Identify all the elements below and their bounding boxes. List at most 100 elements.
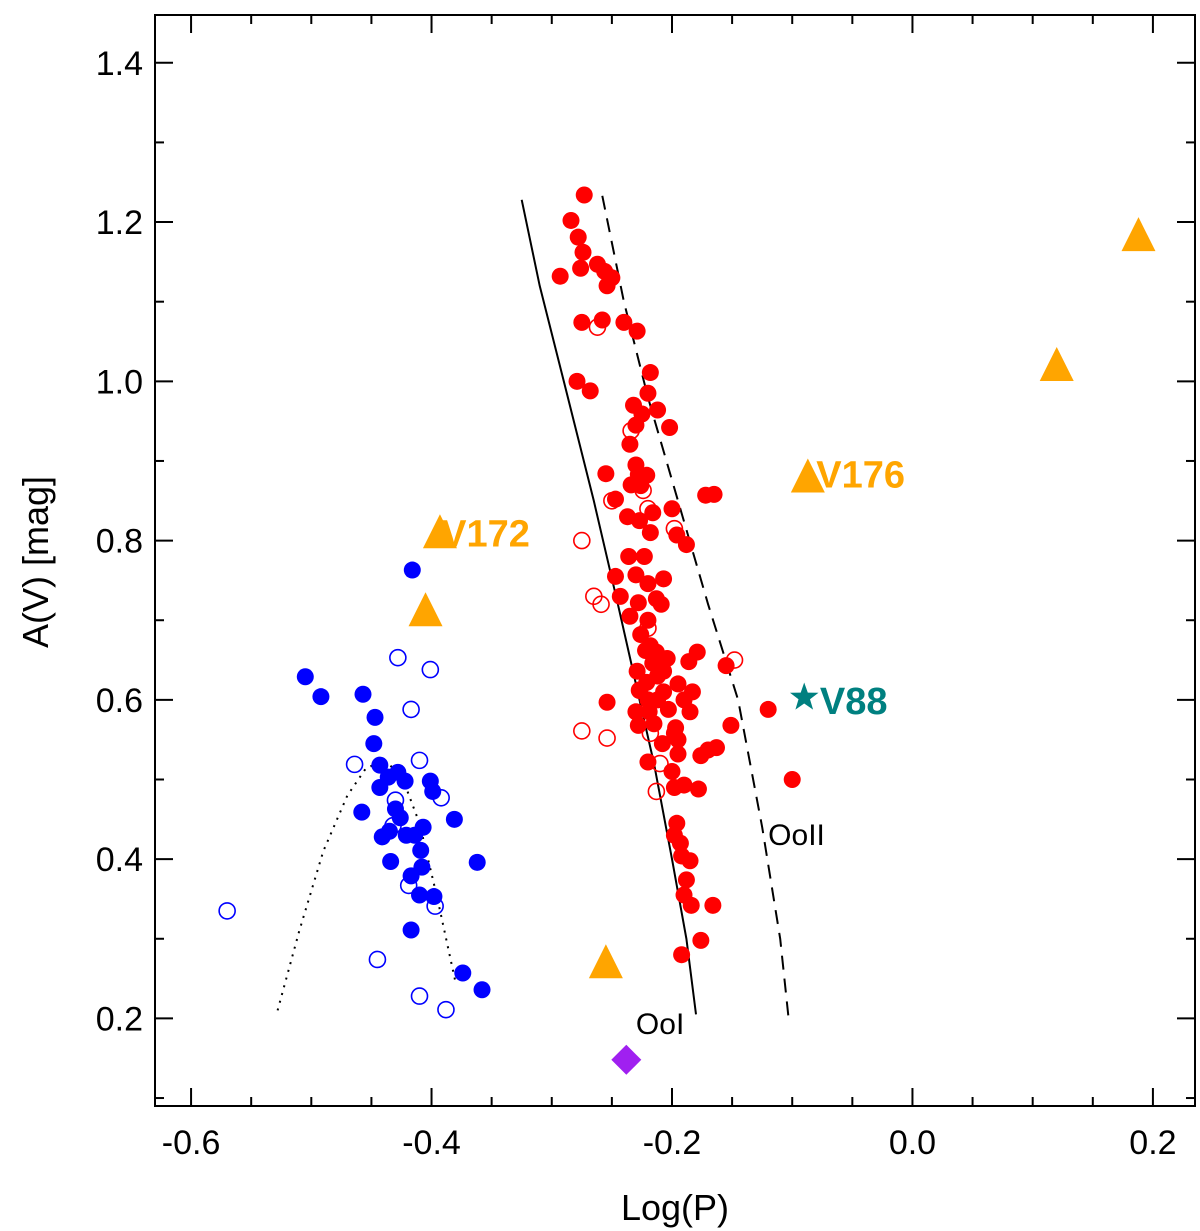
rrab-filled-point (628, 322, 646, 340)
rrab-filled-point (632, 626, 650, 644)
rrab-filled-point (671, 834, 689, 852)
y-tick-label: 1.4 (96, 45, 143, 83)
x-tick-label: 0.2 (1129, 1124, 1176, 1162)
rrab-filled-point (681, 852, 699, 870)
rrab-filled-point (645, 715, 663, 733)
rrab-filled-point (677, 536, 695, 554)
rrc-filled-point (312, 688, 330, 706)
rrab-filled-point (635, 548, 653, 566)
rrc-filled-point (371, 756, 389, 774)
y-tick-label: 0.6 (96, 682, 143, 720)
rrc-filled-point (414, 818, 432, 836)
rrab-filled-point (562, 211, 580, 229)
rrab-filled-point (575, 186, 593, 204)
rrc-filled-point (468, 853, 486, 871)
rrab-filled-point (629, 594, 647, 612)
rrc-open-point (345, 755, 364, 774)
rrab-filled-point (669, 731, 687, 749)
rrab-filled-point (658, 649, 676, 667)
annotation-v176: V176 (816, 455, 905, 497)
rrc-open-point (218, 902, 236, 920)
rrab-filled-point (639, 384, 657, 402)
rrc-open-point (399, 876, 418, 895)
rrab-filled-point (649, 401, 667, 419)
rrab-filled-point (692, 747, 710, 765)
v88-point (790, 682, 819, 710)
rrc-open-point (437, 1000, 455, 1019)
rrab-filled-point (669, 745, 687, 763)
rrab-open-point (665, 519, 684, 538)
rrc-open-point (368, 950, 387, 969)
rrc-open-point (410, 987, 429, 1005)
rrab-filled-point (707, 739, 725, 757)
rrc-filled-point (365, 735, 383, 753)
curve-rrc-locus (276, 758, 457, 1011)
rrab-open-point (592, 595, 610, 614)
rrab-filled-point (573, 313, 591, 331)
other-variables-point (790, 458, 825, 493)
rrab-filled-point (641, 524, 659, 542)
rrc-filled-point (413, 858, 431, 876)
y-tick-label: 1.0 (96, 363, 143, 401)
rrab-filled-point (783, 770, 801, 788)
rrab-open-point (647, 782, 666, 801)
rrc-filled-point (412, 841, 430, 859)
rrab-open-point (630, 681, 649, 700)
x-tick-label: 0.0 (889, 1124, 936, 1162)
y-tick-label: 0.2 (96, 1000, 143, 1038)
rrab-filled-point (568, 372, 586, 390)
rrab-filled-point (759, 700, 777, 718)
rrc-open-point (384, 816, 402, 835)
rrab-open-point (639, 619, 657, 637)
rrab-filled-point (606, 567, 624, 585)
rrc-open-point (389, 648, 407, 667)
rrab-filled-point (569, 228, 587, 246)
rrab-filled-point (572, 259, 590, 277)
rrab-open-point (639, 499, 657, 518)
rrc-filled-point (424, 782, 442, 800)
annotation-ooii: OoII (768, 819, 825, 852)
rrc-filled-point (353, 803, 371, 821)
plot-frame (154, 14, 1196, 1107)
rrab-filled-point (652, 595, 670, 613)
rrab-filled-point (598, 277, 616, 295)
other-variables-point (422, 514, 457, 549)
rrab-filled-point (621, 607, 639, 625)
rrab-filled-point (704, 896, 722, 914)
rrc-open-point (432, 789, 450, 807)
rrc-open-point (402, 700, 420, 719)
rrab-filled-point (620, 548, 638, 566)
points-layer (218, 186, 1156, 1075)
rrc-filled-point (402, 921, 420, 939)
rrc-filled-point (366, 708, 384, 726)
rrc-open-point (421, 660, 440, 679)
rrab-open-point (651, 754, 669, 773)
rrab-open-point (641, 724, 660, 743)
rrab-filled-point (682, 896, 700, 914)
rrc-filled-point (354, 685, 372, 703)
annotations-layer: V172 V176 V88 OoI OoII (441, 455, 905, 1041)
annotation-ooi: OoI (636, 1008, 684, 1041)
rrc-filled-point (411, 886, 429, 904)
other-variables-point (408, 592, 443, 627)
rrab-filled-point (628, 662, 646, 680)
annotation-v172: V172 (441, 514, 530, 556)
rrab-open-point (634, 481, 652, 500)
rrc-open-point (386, 791, 405, 810)
annotation-v88: V88 (820, 681, 888, 723)
rrab-filled-point (673, 946, 691, 964)
rrab-open-point (573, 722, 591, 740)
rrab-filled-point (717, 657, 735, 675)
rrab-filled-point (669, 675, 687, 693)
x-tick-label: -0.2 (643, 1124, 702, 1162)
y-tick-label: 0.4 (96, 841, 143, 879)
rrab-open-point (603, 491, 621, 510)
rrab-filled-point (598, 693, 616, 711)
rrab-filled-point (627, 703, 645, 721)
other-variables-point (1121, 217, 1156, 252)
rrab-filled-point (692, 931, 710, 949)
other-variables-point (588, 944, 623, 979)
rrab-open-point (598, 729, 616, 747)
